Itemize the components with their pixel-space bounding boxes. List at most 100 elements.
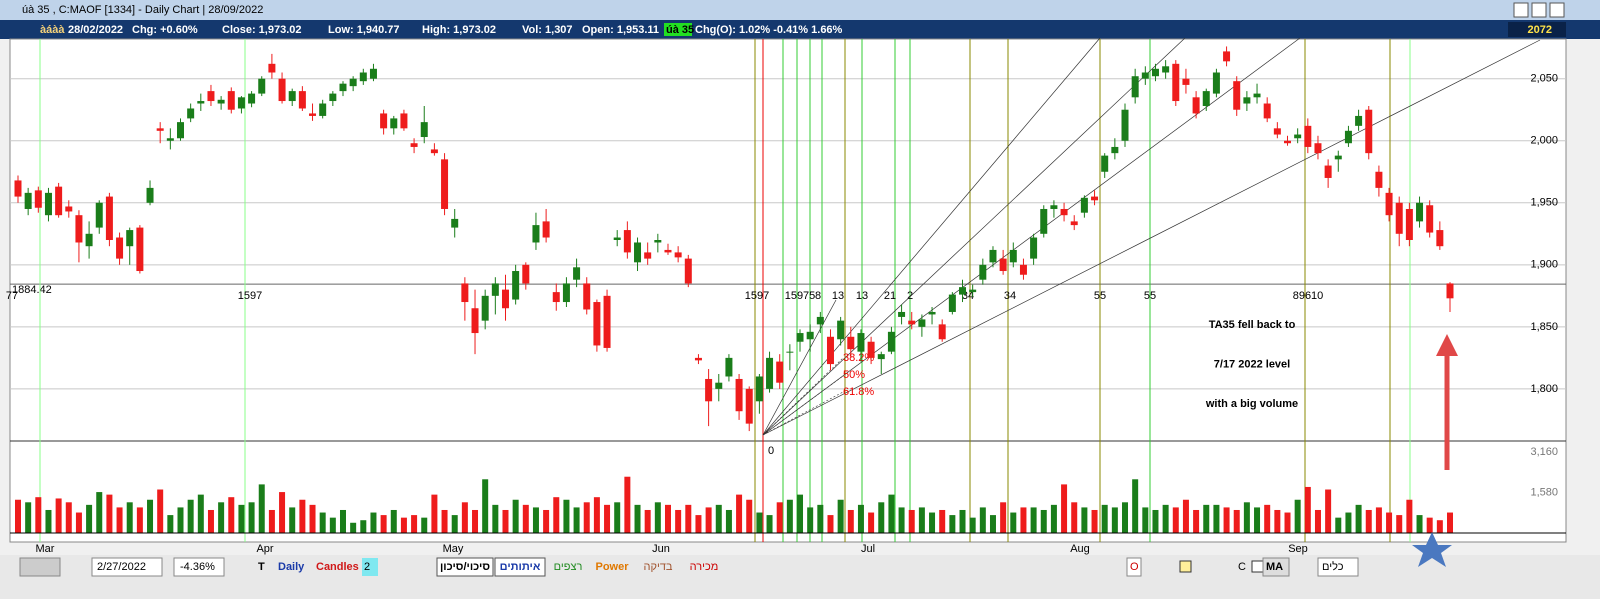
c-button[interactable]: C bbox=[1238, 561, 1246, 573]
candle-body bbox=[1050, 205, 1058, 209]
volume-bar bbox=[1061, 484, 1068, 533]
volume-bar bbox=[228, 497, 235, 533]
o-box[interactable] bbox=[1126, 557, 1142, 577]
candle-body bbox=[816, 316, 824, 325]
date-box[interactable] bbox=[91, 557, 163, 577]
candle-body bbox=[75, 215, 83, 243]
fan-line bbox=[762, 37, 1301, 436]
candle-body bbox=[1182, 78, 1190, 85]
volume-bar bbox=[1284, 512, 1291, 533]
num: 2 bbox=[364, 561, 370, 573]
pct-box[interactable] bbox=[173, 557, 225, 577]
candle-body bbox=[329, 93, 337, 102]
seq[interactable]: רצפים bbox=[554, 561, 583, 573]
y-tick-label: 1,950 bbox=[1530, 197, 1558, 209]
volume-bar bbox=[1000, 502, 1007, 533]
candle-body bbox=[1304, 125, 1312, 147]
volume-bar bbox=[482, 479, 489, 533]
volume-bar bbox=[685, 504, 692, 533]
volume-bar bbox=[989, 515, 996, 533]
scroll[interactable] bbox=[19, 557, 61, 577]
maximize[interactable] bbox=[1531, 2, 1547, 18]
candle-body bbox=[664, 249, 672, 253]
candle-body bbox=[1294, 134, 1302, 139]
period[interactable]: Daily bbox=[278, 561, 305, 573]
check[interactable]: בדיקה bbox=[644, 561, 673, 573]
tools-box[interactable] bbox=[1317, 557, 1359, 577]
candle-body bbox=[786, 351, 794, 353]
volume-bar bbox=[218, 502, 225, 533]
info-bar bbox=[0, 20, 1600, 39]
volume-bar bbox=[868, 512, 875, 533]
volume-bar bbox=[929, 512, 936, 533]
signals-button[interactable] bbox=[494, 557, 546, 577]
volume-bar bbox=[400, 517, 407, 533]
candle-body bbox=[34, 190, 42, 208]
candle-body bbox=[887, 331, 895, 352]
sell[interactable]: מכירה bbox=[690, 561, 719, 573]
volume-bar bbox=[279, 492, 286, 533]
t-button[interactable]: T bbox=[258, 561, 265, 573]
volume-bar bbox=[1426, 517, 1433, 533]
power[interactable]: Power bbox=[595, 561, 629, 573]
minimize[interactable] bbox=[1513, 2, 1529, 18]
candle-body bbox=[298, 91, 306, 109]
close[interactable] bbox=[1549, 2, 1565, 18]
candle-body bbox=[613, 237, 621, 240]
candle-body bbox=[694, 357, 702, 361]
volume-bar bbox=[360, 520, 367, 533]
candle-body bbox=[1263, 103, 1271, 119]
fan-line bbox=[762, 37, 1186, 436]
candle-body bbox=[1243, 97, 1251, 104]
volume-bar bbox=[1172, 507, 1179, 533]
volume-bar bbox=[1020, 507, 1027, 533]
volume-bar bbox=[644, 509, 651, 533]
candle-body bbox=[1040, 208, 1048, 234]
info-open: Open: 1,953.11 bbox=[582, 24, 659, 36]
x-tick-label: Apr bbox=[256, 543, 273, 555]
candle-body bbox=[1009, 249, 1017, 263]
volume-bar bbox=[1325, 489, 1332, 533]
candle-body bbox=[1436, 230, 1444, 247]
info-tag: úà 35 bbox=[666, 24, 694, 36]
volume-bar bbox=[522, 504, 529, 533]
candle-body bbox=[684, 258, 692, 284]
volume-bar bbox=[553, 497, 560, 533]
num-box[interactable] bbox=[362, 558, 378, 576]
volume-bar bbox=[543, 509, 550, 533]
style[interactable]: Candles bbox=[316, 561, 359, 573]
volume-bar bbox=[847, 509, 854, 533]
color-box[interactable] bbox=[1179, 560, 1192, 573]
candle-body bbox=[176, 122, 184, 139]
volume-bar bbox=[1010, 512, 1017, 533]
pivot-label: 0 bbox=[768, 445, 774, 457]
candle-body bbox=[776, 361, 784, 383]
candle-body bbox=[847, 336, 855, 350]
candle-body bbox=[1405, 208, 1413, 240]
candle-body bbox=[1101, 155, 1109, 172]
ma-box[interactable] bbox=[1262, 557, 1290, 577]
volume-bar bbox=[1335, 517, 1342, 533]
risk-button[interactable] bbox=[436, 557, 494, 577]
time-label: 21 bbox=[884, 290, 896, 302]
candle-body bbox=[1385, 192, 1393, 216]
time-label: 34 bbox=[1004, 290, 1016, 302]
volume-bar bbox=[1182, 499, 1189, 533]
volume-bar bbox=[512, 499, 519, 533]
candle-body bbox=[573, 267, 581, 280]
volume-bar bbox=[1375, 507, 1382, 533]
ma-check[interactable] bbox=[1251, 560, 1264, 573]
candle-body bbox=[542, 221, 550, 238]
volume-bar bbox=[614, 502, 621, 533]
volume-bar bbox=[756, 512, 763, 533]
candle-body bbox=[745, 388, 753, 424]
volume-bar bbox=[725, 509, 732, 533]
candle-body bbox=[603, 295, 611, 348]
candle-body bbox=[481, 295, 489, 321]
volume-bar bbox=[857, 504, 864, 533]
volume-bar bbox=[1193, 509, 1200, 533]
volume-bar bbox=[441, 509, 448, 533]
time-label: 55 bbox=[1144, 290, 1156, 302]
volume-bar bbox=[1213, 504, 1220, 533]
